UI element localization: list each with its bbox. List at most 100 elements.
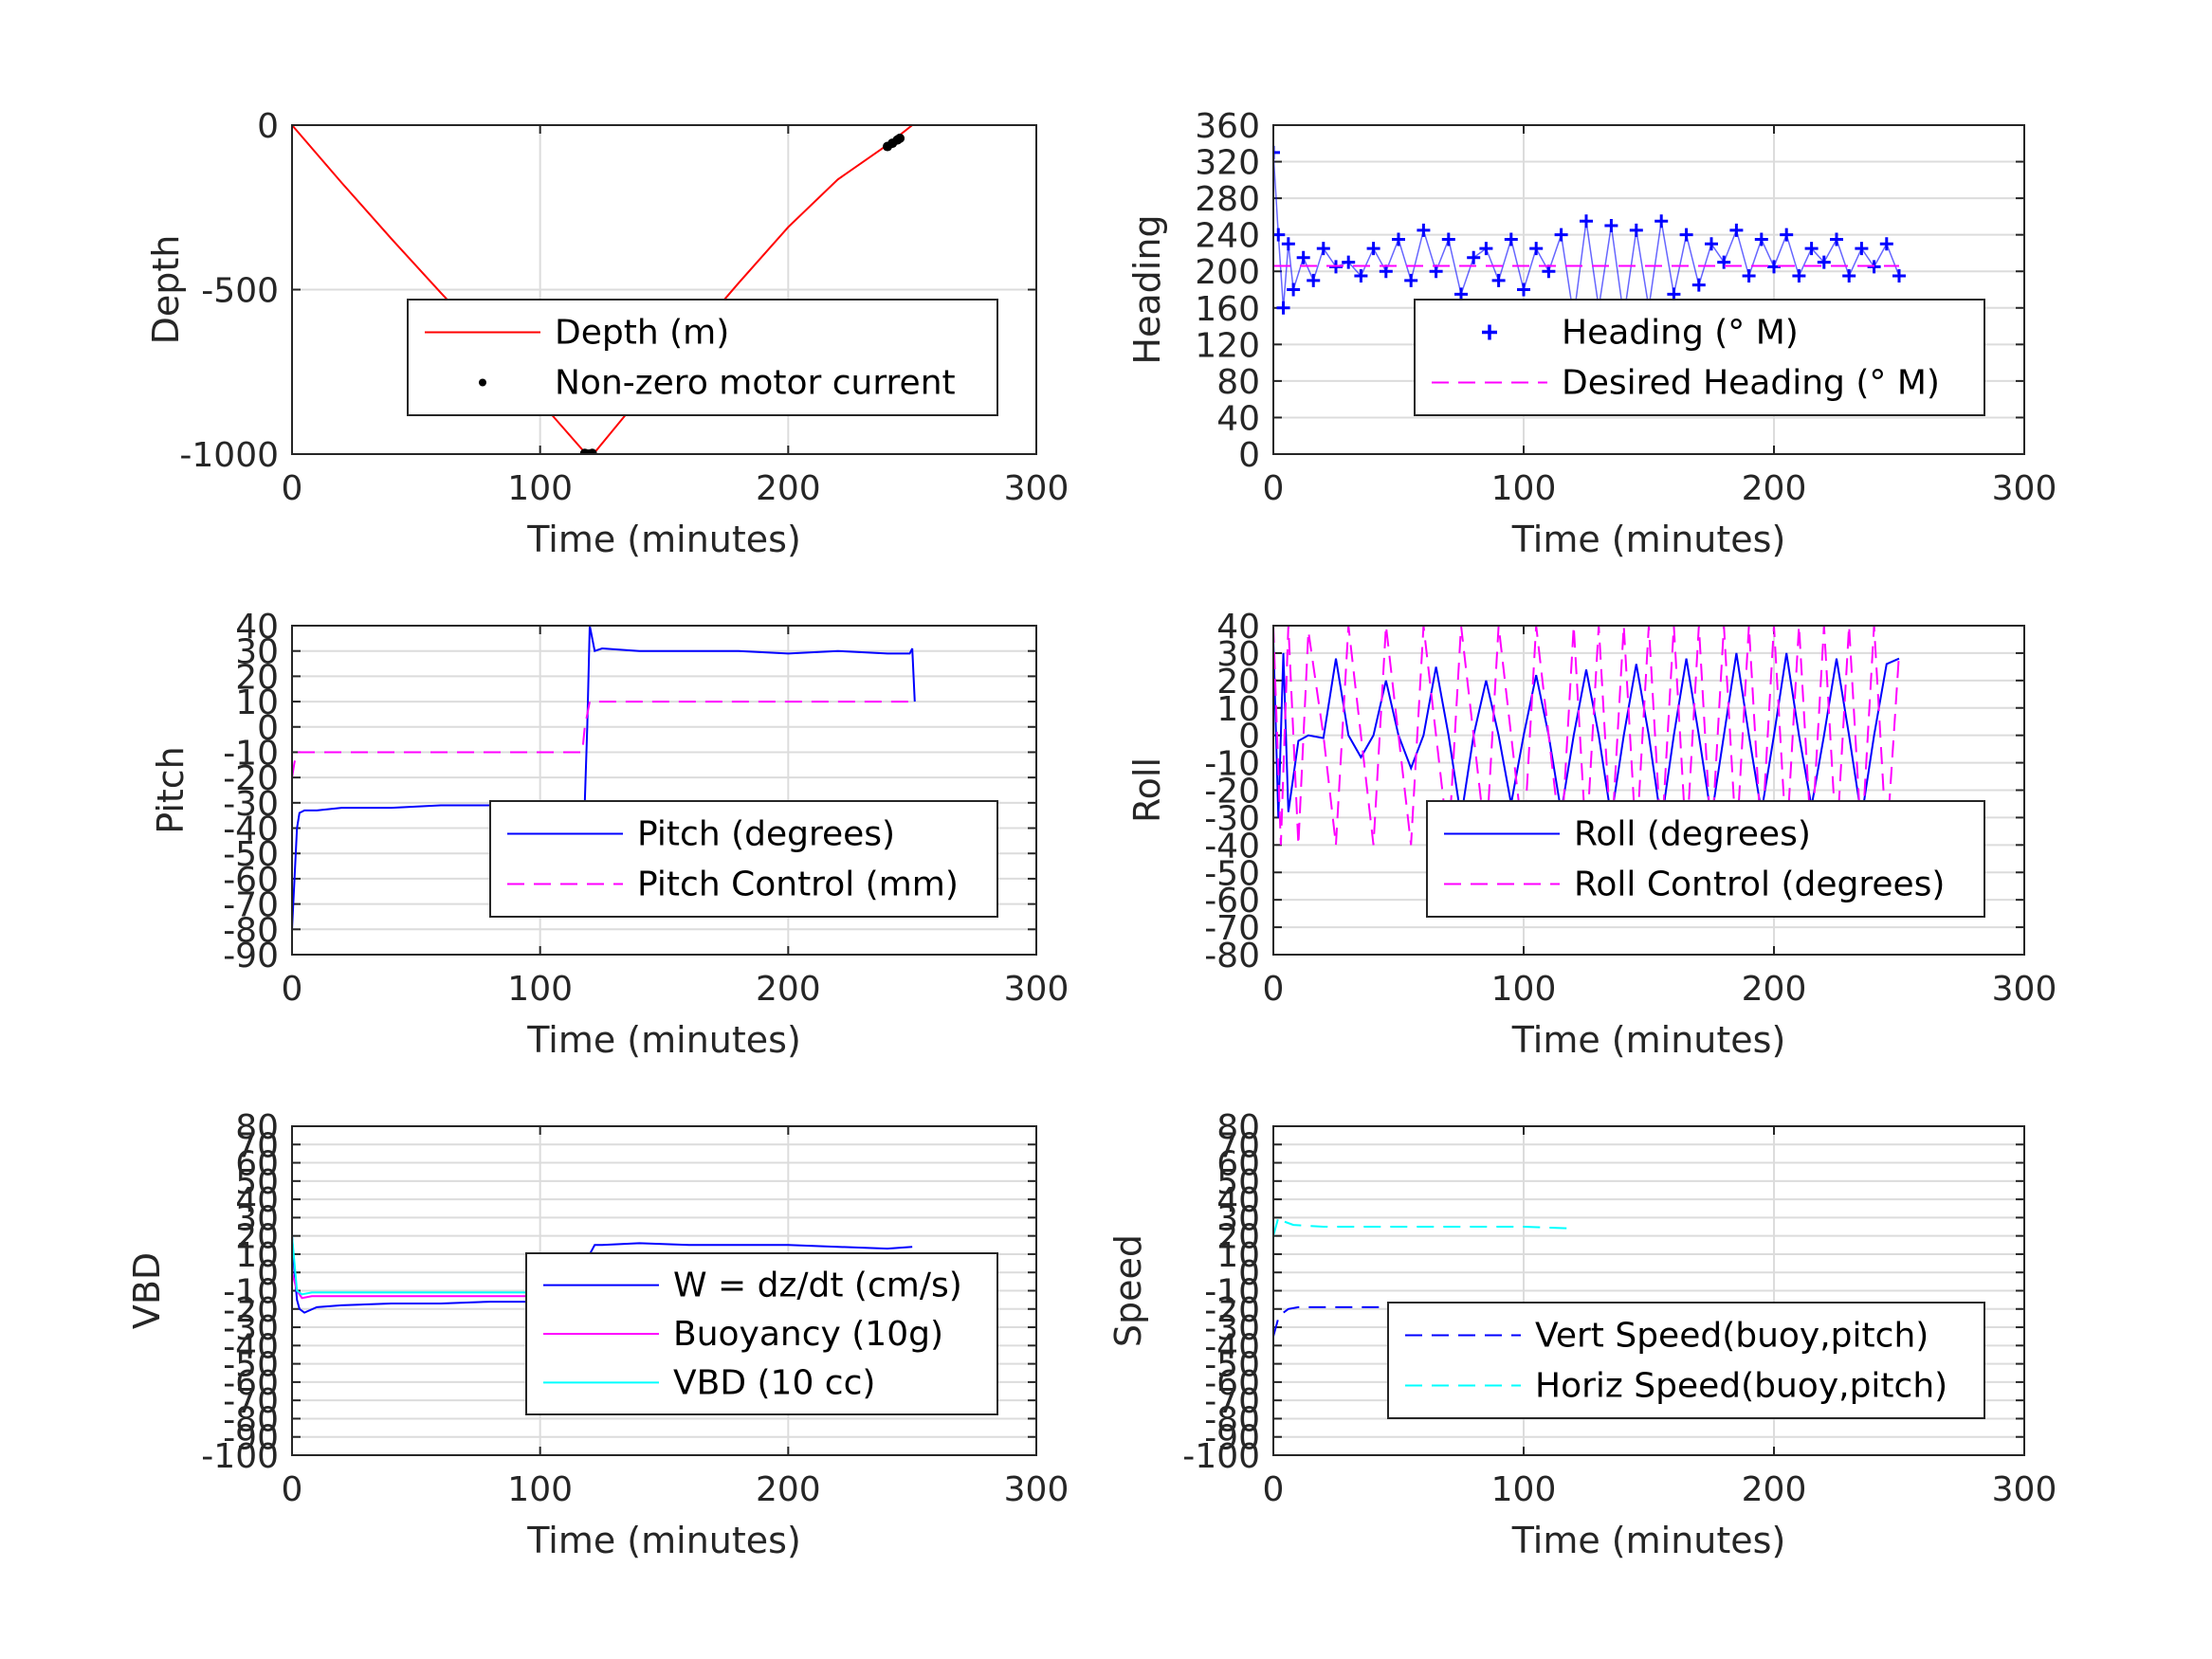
y-tick-label: 0 [257,107,279,146]
legend-marker [1482,324,1497,340]
y-tick-label: 20 [235,658,279,697]
x-tick-label: 0 [282,1470,303,1509]
y-tick-label: 120 [1195,326,1260,365]
legend: Roll (degrees) Roll Control (degrees) [1426,800,1985,918]
y-tick-label: 0 [257,1254,279,1293]
y-tick-label: 10 [1216,1236,1260,1275]
y-tick-label: 30 [235,633,279,672]
x-tick-label: 200 [756,469,821,508]
y-tick-label: -10 [223,1273,279,1312]
y-tick-label: -50 [223,1346,279,1385]
data-layer [1273,145,1906,324]
x-tick-label: 100 [1491,469,1557,508]
y-tick-label: 10 [235,1236,279,1275]
x-tick-label: 300 [1992,1470,2057,1509]
x-tick-label: 0 [282,469,303,508]
data-point [1273,145,1280,159]
x-axis-label: Time (minutes) [1511,1520,1786,1561]
x-tick-label: 0 [1263,469,1285,508]
data-point [587,448,597,454]
series-line [1273,626,1900,846]
y-tick-label: -20 [1204,1291,1260,1330]
y-tick-label: -30 [1204,799,1260,838]
y-tick-label: 0 [1238,436,1260,475]
legend-label: Buoyancy (10g) [673,1315,943,1354]
legend-label: Heading (° M) [1562,314,1799,353]
y-tick-label: -500 [201,272,279,311]
x-axis-label: Time (minutes) [526,1520,801,1561]
y-tick-label: -30 [223,785,279,824]
x-tick-label: 200 [756,970,821,1009]
legend-label: Horiz Speed(buoy,pitch) [1535,1367,1947,1406]
series-line [1273,1304,1554,1337]
y-tick-label: -70 [1204,909,1260,948]
axes-box [1272,625,2025,956]
y-tick-label: -40 [1204,1327,1260,1366]
x-tick-label: 300 [1004,469,1069,508]
y-axis-label: Roll [1126,757,1168,823]
y-tick-label: -70 [223,1382,279,1421]
legend-box [1414,299,1985,416]
x-tick-label: 0 [1263,1470,1285,1509]
y-tick-label: -70 [1204,1382,1260,1421]
y-tick-label: 40 [235,608,279,647]
x-tick-label: 200 [1742,1470,1807,1509]
legend-label: Pitch (degrees) [637,815,895,854]
y-tick-label: 0 [1238,718,1260,757]
y-tick-label: -50 [223,835,279,874]
y-axis-label: Speed [1107,1234,1149,1347]
x-tick-label: 300 [1004,1470,1069,1509]
y-tick-label: 70 [1216,1126,1260,1165]
y-tick-label: 50 [235,1163,279,1202]
y-tick-label: 40 [235,1181,279,1220]
y-tick-label: 70 [235,1126,279,1165]
y-axis-label: Depth [145,235,187,345]
y-axis-label: VBD [126,1252,168,1329]
chart-4: 0 100 200 300403020100-10-20-30-40-50-60-70… [1126,608,2057,1061]
x-tick-label: 300 [1992,970,2057,1009]
legend-box [489,800,998,918]
y-tick-label: 30 [235,1199,279,1238]
data-layer [1273,626,1900,846]
legend: Heading (° M) Desired Heading (° M) [1414,299,1985,416]
legend-label: W = dz/dt (cm/s) [673,1267,962,1305]
x-tick-label: 100 [1491,970,1557,1009]
y-tick-label: -20 [1204,773,1260,811]
legend-box [1426,800,1985,918]
y-tick-label: 20 [235,1218,279,1257]
series-trace [1273,152,1900,318]
y-tick-label: -80 [223,1400,279,1439]
y-tick-label: 240 [1195,217,1260,256]
data-layer [1273,1215,1574,1337]
y-tick-label: -20 [223,759,279,798]
y-tick-label: 30 [1216,1199,1260,1238]
y-tick-label: -60 [1204,1364,1260,1403]
axes-box [291,1125,1037,1456]
y-tick-label: -10 [223,734,279,773]
y-tick-label: 320 [1195,144,1260,183]
y-tick-label: 80 [235,1108,279,1147]
y-tick-label: -30 [1204,1309,1260,1348]
chart-2: 0 100 200 30004080120160200240280320360Time… [1126,107,2057,560]
series-line [1273,1215,1574,1236]
axes-box [291,124,1037,455]
legend: Pitch (degrees) Pitch Control (mm) [489,800,998,918]
y-tick-label: -60 [223,861,279,900]
y-tick-label: 160 [1195,290,1260,329]
legend-label: Roll (degrees) [1574,815,1811,854]
y-tick-label: -70 [223,886,279,925]
axes-box [1272,124,2025,455]
y-tick-label: -1000 [179,436,279,475]
y-tick-label: -10 [1204,745,1260,784]
y-tick-label: 10 [235,684,279,722]
y-tick-label: 0 [257,709,279,748]
x-axis-label: Time (minutes) [1511,1019,1786,1061]
y-tick-label: -40 [223,811,279,849]
y-tick-label: -20 [223,1291,279,1330]
y-tick-label: 360 [1195,107,1260,146]
x-axis-label: Time (minutes) [526,1019,801,1061]
legend: Depth (m) Non-zero motor current [407,299,998,416]
y-tick-label: -80 [1204,1400,1260,1439]
x-axis-label: Time (minutes) [1511,519,1786,560]
